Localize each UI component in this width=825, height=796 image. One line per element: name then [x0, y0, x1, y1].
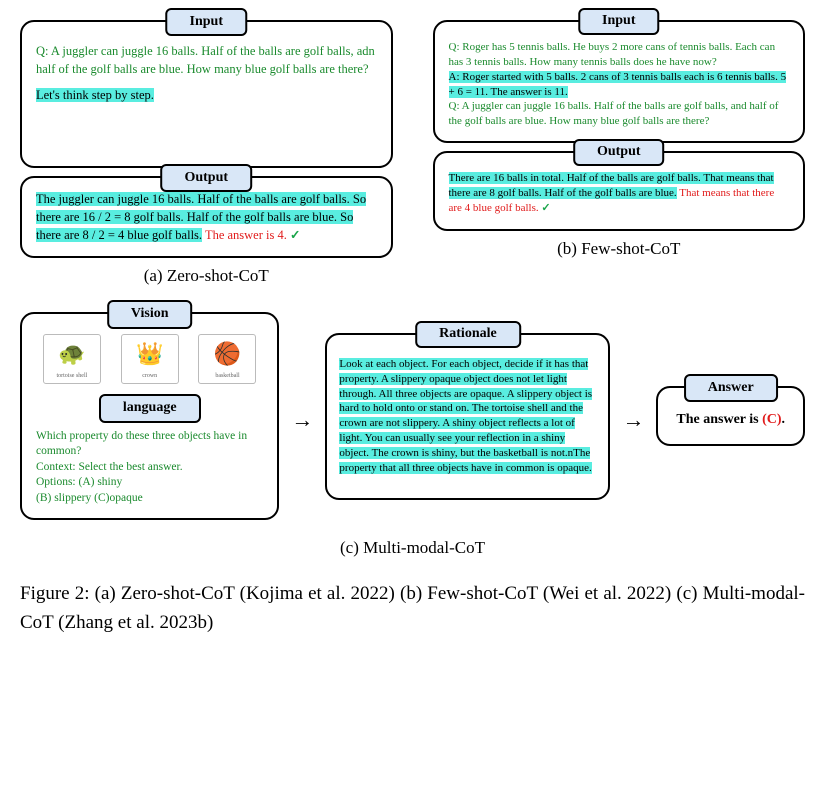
few-shot-a1: A: Roger started with 5 balls. 2 cans of…: [449, 71, 787, 98]
vision-language-box: Vision 🐢 tortoise shell 👑 crown 🏀 basket…: [20, 312, 279, 520]
figure-main-caption: Figure 2: (a) Zero-shot-CoT (Kojima et a…: [20, 580, 805, 637]
language-section: language: [36, 388, 263, 428]
vision-label: Vision: [107, 300, 193, 328]
few-shot-caption: (b) Few-shot-CoT: [433, 239, 806, 259]
img-label-2: basketball: [215, 372, 239, 381]
answer-suffix: .: [782, 412, 786, 427]
answer-prefix: The answer is: [676, 412, 762, 427]
rationale-text: Look at each object. For each object, de…: [339, 358, 592, 474]
few-shot-panel: Input Q: Roger has 5 tennis balls. He bu…: [433, 20, 806, 304]
zero-shot-panel: Input Q: A juggler can juggle 16 balls. …: [20, 20, 393, 304]
figure-container: Input Q: A juggler can juggle 16 balls. …: [20, 20, 805, 637]
img-label-1: crown: [142, 372, 157, 381]
top-row: Input Q: A juggler can juggle 16 balls. …: [20, 20, 805, 304]
mm-question: Which property do these three objects ha…: [36, 429, 263, 460]
tortoise-icon: 🐢: [58, 338, 85, 370]
zero-shot-prompt: Let's think step by step.: [36, 88, 154, 102]
few-shot-output-box: Output There are 16 balls in total. Half…: [433, 151, 806, 231]
arrow-icon: →: [291, 407, 313, 433]
zero-shot-reasoning: The juggler can juggle 16 balls. Half of…: [36, 192, 366, 242]
language-label: language: [99, 394, 201, 422]
image-crown: 👑 crown: [121, 334, 179, 384]
mm-options-1: Options: (A) shiny: [36, 475, 263, 491]
output-label: Output: [573, 139, 665, 166]
rationale-box: Rationale Look at each object. For each …: [325, 333, 610, 500]
input-label: Input: [166, 8, 247, 36]
crown-icon: 👑: [136, 338, 163, 370]
arrow-icon: →: [622, 407, 644, 433]
zero-shot-caption: (a) Zero-shot-CoT: [20, 266, 393, 286]
few-shot-q2: Q: A juggler can juggle 16 balls. Half o…: [449, 99, 790, 129]
image-basketball: 🏀 basketball: [198, 334, 256, 384]
few-shot-input-box: Input Q: Roger has 5 tennis balls. He bu…: [433, 20, 806, 143]
zero-shot-input-box: Input Q: A juggler can juggle 16 balls. …: [20, 20, 393, 168]
check-icon: ✓: [541, 202, 550, 214]
mm-options-2: (B) slippery (C)opaque: [36, 491, 263, 507]
few-shot-q1: Q: Roger has 5 tennis balls. He buys 2 m…: [449, 40, 790, 70]
zero-shot-question: Q: A juggler can juggle 16 balls. Half o…: [36, 42, 377, 78]
multimodal-row: Vision 🐢 tortoise shell 👑 crown 🏀 basket…: [20, 312, 805, 528]
rationale-label: Rationale: [415, 321, 521, 348]
zero-shot-output-box: Output The juggler can juggle 16 balls. …: [20, 176, 393, 258]
image-tortoise: 🐢 tortoise shell: [43, 334, 101, 384]
basketball-icon: 🏀: [214, 338, 241, 370]
zero-shot-answer: The answer is 4.: [205, 228, 287, 242]
output-label: Output: [160, 164, 252, 192]
img-label-0: tortoise shell: [56, 372, 87, 381]
answer-box: Answer The answer is (C).: [656, 386, 805, 446]
input-label: Input: [578, 8, 659, 35]
answer-label: Answer: [684, 374, 778, 402]
vision-images: 🐢 tortoise shell 👑 crown 🏀 basketball: [36, 334, 263, 384]
mm-context: Context: Select the best answer.: [36, 460, 263, 476]
answer-choice: (C): [762, 412, 781, 427]
check-icon: ✓: [290, 228, 300, 242]
multimodal-caption: (c) Multi-modal-CoT: [20, 538, 805, 558]
